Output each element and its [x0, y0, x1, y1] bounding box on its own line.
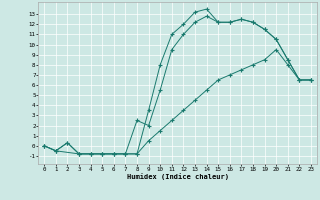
X-axis label: Humidex (Indice chaleur): Humidex (Indice chaleur)	[127, 173, 228, 180]
